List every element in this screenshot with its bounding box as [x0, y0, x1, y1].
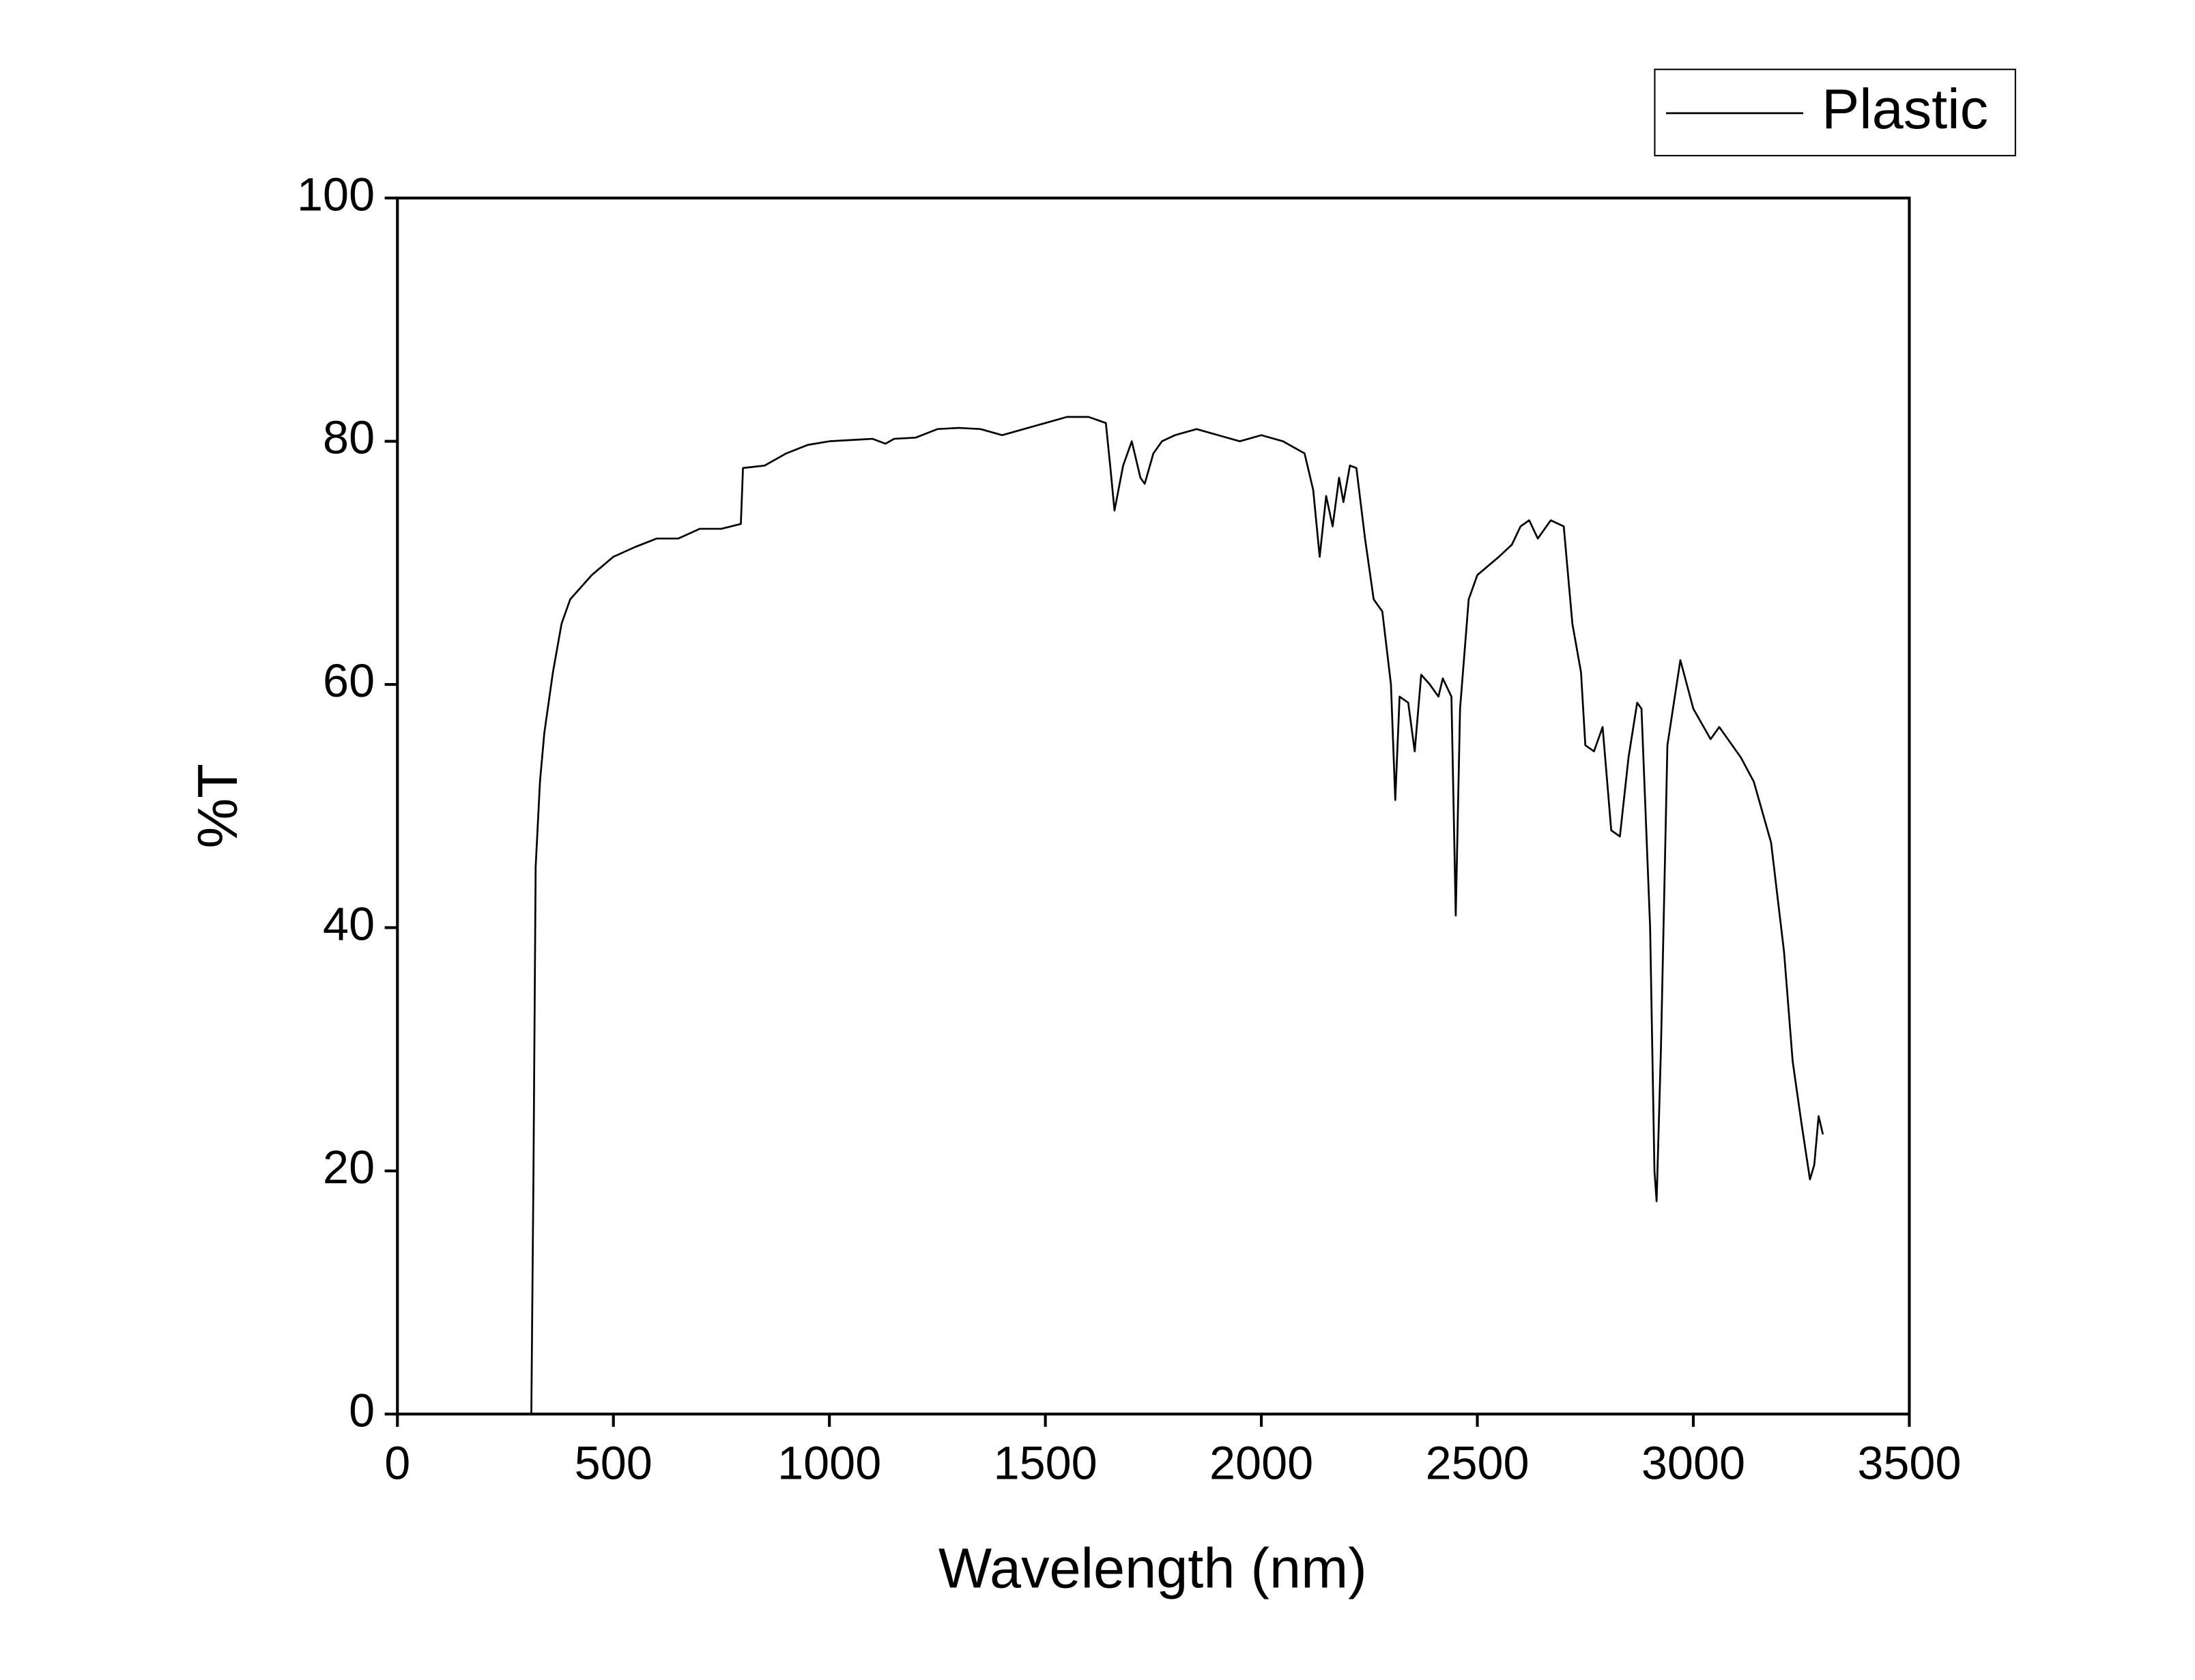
y-axis-title: %T — [186, 764, 249, 848]
x-tick-label: 1000 — [777, 1438, 881, 1490]
x-tick-label: 2500 — [1425, 1438, 1529, 1490]
data-line — [530, 416, 1824, 1415]
x-axis-title: Wavelength (nm) — [938, 1536, 1367, 1599]
x-tick-label: 0 — [384, 1438, 410, 1490]
y-tick-label: 80 — [323, 412, 375, 464]
y-tick-label: 40 — [323, 899, 375, 951]
plot-frame — [396, 197, 1911, 1416]
x-tick-label: 500 — [575, 1438, 652, 1490]
y-tick-label: 60 — [323, 655, 375, 707]
x-tick-label: 1500 — [994, 1438, 1098, 1490]
y-tick-label: 0 — [349, 1385, 375, 1436]
y-tick-label: 20 — [323, 1142, 375, 1193]
legend-label: Plastic — [1822, 77, 1988, 141]
x-tick-label: 3000 — [1641, 1438, 1745, 1490]
x-tick-label: 3500 — [1857, 1438, 1961, 1490]
x-tick-label: 2000 — [1209, 1438, 1313, 1490]
y-tick-label: 100 — [297, 169, 375, 220]
